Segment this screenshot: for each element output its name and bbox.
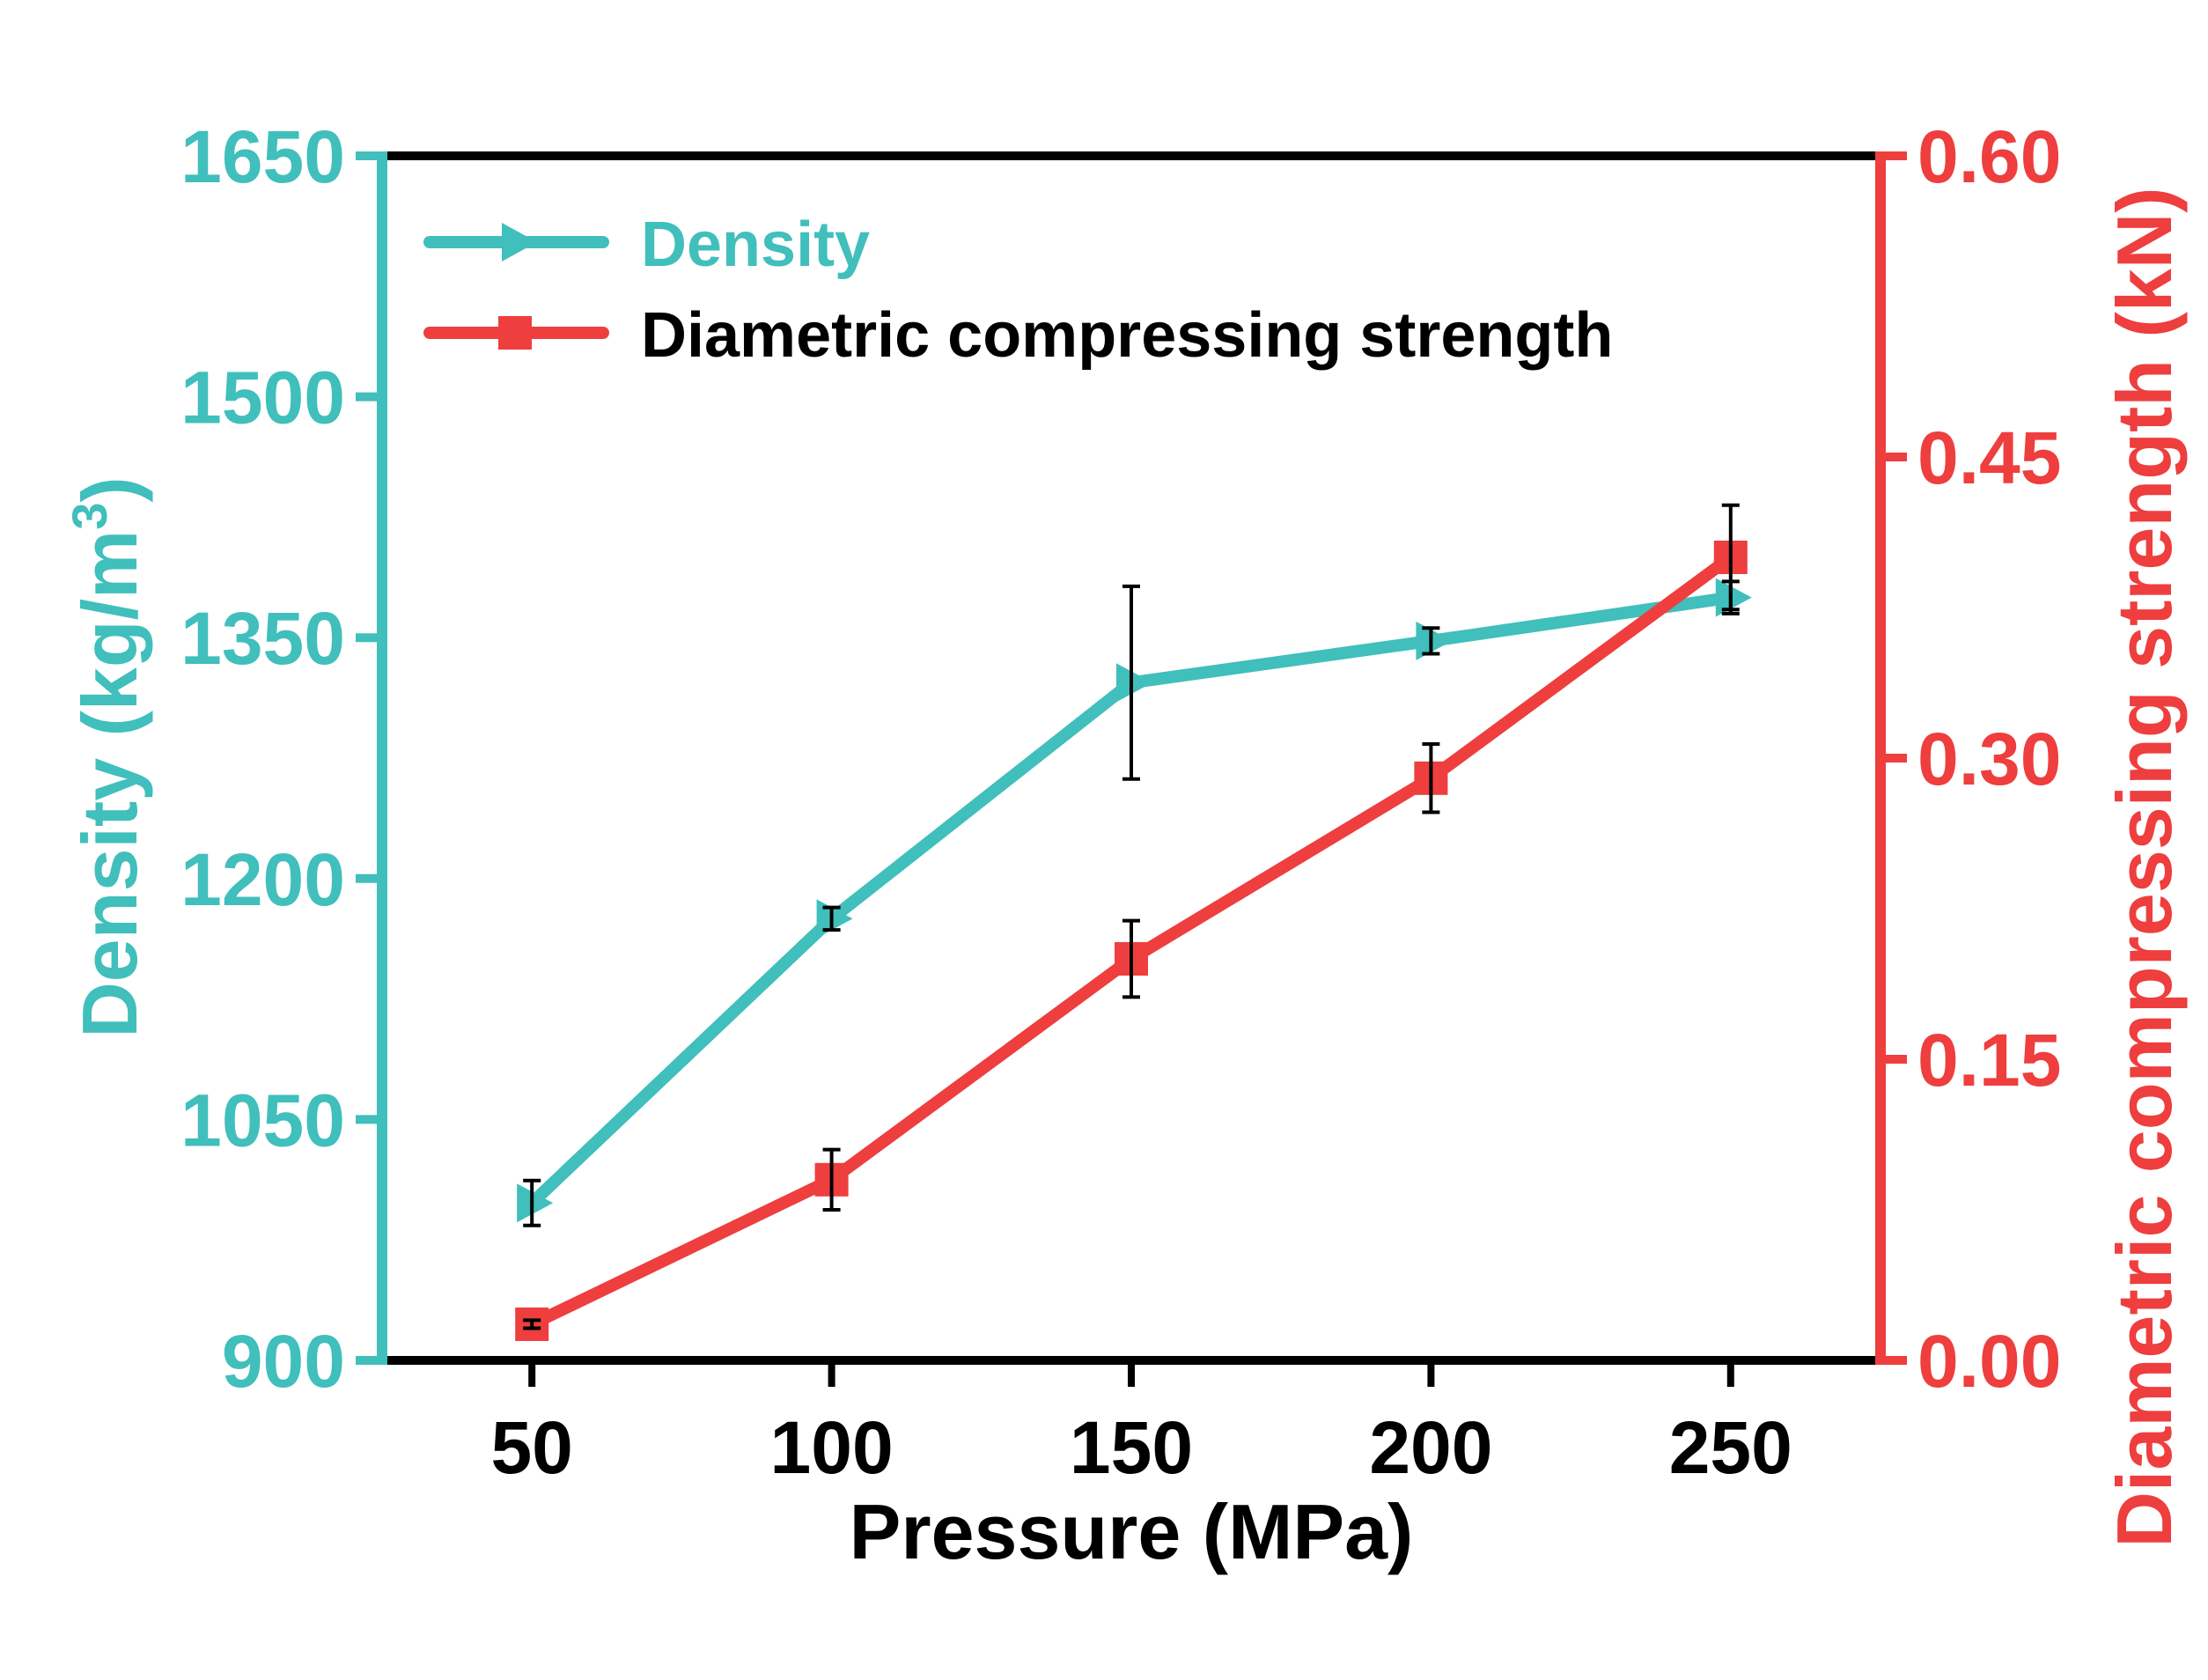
x-axis-title: Pressure (MPa) [850,1488,1414,1575]
legend: Density Diametric compressing strength [423,210,1613,371]
error-bars [523,503,1740,1330]
legend-strength-marker [498,316,532,350]
density-point-50 [517,1183,554,1223]
left-y-tick-label-1050: 1050 [180,1079,345,1161]
density-point-250 [1715,578,1752,617]
left-y-tick-label-1650: 1650 [180,115,345,198]
axis-ticks: 50 100 150 200 250 900 1050 1200 1350 1500 1650 0.0… [180,115,2061,1489]
x-tick-label-250: 250 [1669,1406,1792,1489]
right-y-tick-label-0.15: 0.15 [1917,1019,2062,1102]
left-y-axis-title-superscript: 3 [62,503,117,530]
left-y-tick-label-1350: 1350 [180,597,345,680]
x-tick-label-150: 150 [1070,1406,1193,1489]
left-y-axis-title-close: ) [66,476,153,502]
right-y-tick-label-0.60: 0.60 [1917,115,2062,198]
right-y-tick-label-0.00: 0.00 [1917,1320,2062,1403]
left-y-tick-label-1500: 1500 [180,357,345,439]
density-point-150 [1116,663,1152,703]
legend-density-label: Density [641,210,870,280]
x-tick-label-100: 100 [770,1406,894,1489]
left-y-axis-title: Density (kg/m3) [62,476,153,1038]
legend-strength-label: Diametric compressing strength [641,300,1613,371]
density-point-200 [1416,621,1453,660]
x-tick-label-200: 200 [1369,1406,1492,1489]
right-y-tick-label-0.45: 0.45 [1917,416,2062,499]
right-y-tick-label-0.30: 0.30 [1917,718,2062,800]
x-tick-label-50: 50 [490,1406,572,1489]
legend-density-marker [502,223,537,262]
right-y-axis-title: Diametric compressing strength (kN) [2101,187,2188,1547]
left-y-tick-label-900: 900 [222,1320,345,1403]
left-y-tick-label-1200: 1200 [180,838,345,921]
data-series [515,541,1752,1341]
left-y-axis-title-base: Density (kg/m [66,530,153,1038]
